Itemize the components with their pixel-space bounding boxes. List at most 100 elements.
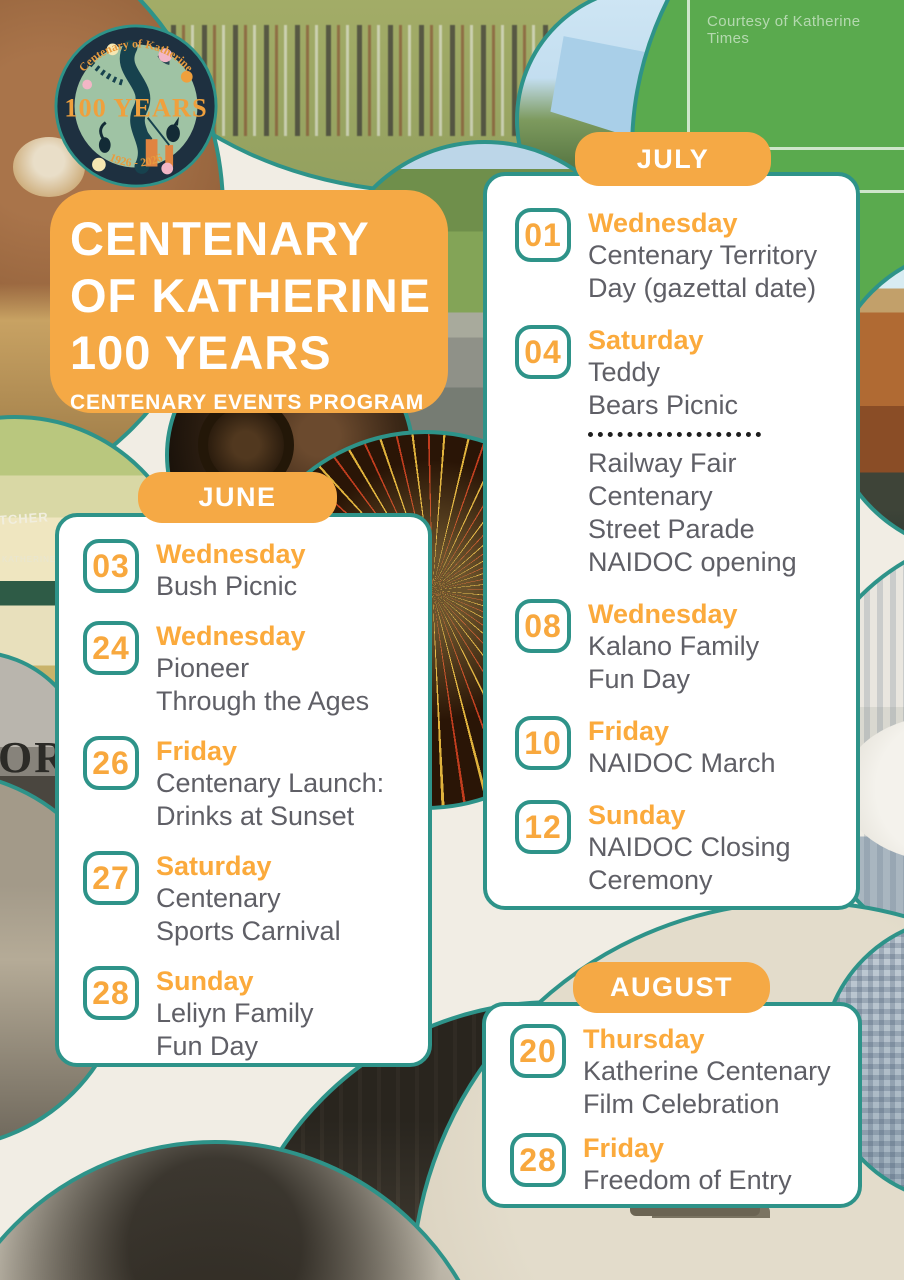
event-text: Wednesday Kalano Family Fun Day <box>588 599 759 696</box>
event-date-box: 28 <box>510 1133 566 1187</box>
logo-100-years: 100 YEARS <box>64 94 207 123</box>
event-title-line: Railway Fair <box>588 448 737 478</box>
june-events-card: 03 Wednesday Bush Picnic 24 Wednesday Pioneer… <box>55 513 432 1067</box>
dotted-divider <box>588 432 761 437</box>
event-row: 26 Friday Centenary Launch: Drinks at Sunse… <box>83 736 418 833</box>
event-text: Friday NAIDOC March <box>588 716 776 780</box>
event-title-line: Kalano Family <box>588 631 760 661</box>
title-subtitle: CENTENARY EVENTS PROGRAM <box>70 391 425 414</box>
title-line-2: OF KATHERINE <box>70 269 432 322</box>
event-title-line: NAIDOC opening <box>588 547 797 577</box>
butcher-shop-sign: TCHER <box>0 509 50 528</box>
flower-motif <box>106 43 119 56</box>
event-date-box: 01 <box>515 208 571 262</box>
event-day-label: Saturday <box>156 851 272 881</box>
event-title-line: Teddy <box>588 357 661 387</box>
event-date-box: 12 <box>515 800 571 854</box>
event-text: Saturday Teddy Bears Picnic Railway Fair Cen… <box>588 325 797 579</box>
title-line-3: 100 YEARS <box>70 326 332 379</box>
event-date-number: 28 <box>92 974 130 1011</box>
bridge-pylon-2 <box>165 145 174 167</box>
katherine-ice-sign: KATHERINE ICE <box>2 555 76 564</box>
event-date-number: 24 <box>92 629 130 666</box>
event-text: Wednesday Pioneer Through the Ages <box>156 621 369 718</box>
event-title-line: Bears Picnic <box>588 390 739 420</box>
event-date-number: 10 <box>524 724 562 761</box>
june-events-list: 03 Wednesday Bush Picnic 24 Wednesday Pioneer… <box>83 539 418 1063</box>
july-events-list: 01 Wednesday Centenary Territory Day (gazet… <box>515 208 846 897</box>
flower-motif <box>180 70 193 83</box>
event-day-label: Thursday <box>583 1024 705 1054</box>
event-title-line: Street Parade <box>588 514 755 544</box>
courtesy-watermark: Courtesy of Katherine Times <box>707 13 861 47</box>
event-row: 27 Saturday Centenary Sports Carnival <box>83 851 418 948</box>
event-title-line: Bush Picnic <box>156 571 298 601</box>
cockatoo-motif <box>166 124 180 143</box>
event-date-box: 24 <box>83 621 139 675</box>
event-date-number: 12 <box>524 808 562 845</box>
event-text: Thursday Katherine Centenary Film Celebrat… <box>583 1024 831 1121</box>
event-text: Sunday Leliyn Family Fun Day <box>156 966 314 1063</box>
event-row: 12 Sunday NAIDOC Closing Ceremony <box>515 800 846 897</box>
river-motif <box>119 40 153 174</box>
title-block: CENTENARY OF KATHERINE 100 YEARS CENTENA… <box>50 190 448 414</box>
railway-motif <box>89 60 124 86</box>
event-day-label: Wednesday <box>156 621 306 651</box>
event-date-number: 01 <box>524 216 562 253</box>
event-title-line: Drinks at Sunset <box>156 801 355 831</box>
event-title-line: Centenary <box>156 883 281 913</box>
event-text: Wednesday Centenary Territory Day (gazetta… <box>588 208 817 305</box>
july-month-header: JULY <box>575 132 771 186</box>
event-text: Friday Freedom of Entry <box>583 1133 792 1197</box>
event-day-label: Sunday <box>156 966 254 996</box>
event-title-line: Through the Ages <box>156 686 370 716</box>
event-date-box: 20 <box>510 1024 566 1078</box>
event-text: Saturday Centenary Sports Carnival <box>156 851 341 948</box>
event-day-label: Saturday <box>588 325 704 355</box>
flower-motif <box>158 48 173 63</box>
event-day-label: Wednesday <box>588 599 738 629</box>
event-row: 01 Wednesday Centenary Territory Day (gazet… <box>515 208 846 305</box>
event-title-line: NAIDOC March <box>588 748 776 778</box>
event-title-line: Centenary <box>588 481 713 511</box>
event-title-line: Leliyn Family <box>156 998 314 1028</box>
bird-motif <box>98 137 111 153</box>
bridge-pylon <box>145 139 158 167</box>
event-date-number: 03 <box>92 547 130 584</box>
event-date-number: 26 <box>92 744 130 781</box>
event-date-number: 20 <box>519 1032 557 1069</box>
event-title-line: Fun Day <box>588 664 691 694</box>
event-date-box: 04 <box>515 325 571 379</box>
event-date-box: 26 <box>83 736 139 790</box>
flower-motif <box>82 79 93 90</box>
event-day-label: Wednesday <box>156 539 306 569</box>
event-row: 10 Friday NAIDOC March <box>515 716 846 780</box>
centenary-logo-badge: Centenary of Katherine 1926 - 2026 100 Y… <box>54 24 218 188</box>
event-row: 03 Wednesday Bush Picnic <box>83 539 418 603</box>
event-row: 24 Wednesday Pioneer Through the Ages <box>83 621 418 718</box>
august-events-card: 20 Thursday Katherine Centenary Film Celebr… <box>482 1002 862 1208</box>
event-day-label: Friday <box>588 716 670 746</box>
logo-svg: Centenary of Katherine 1926 - 2026 100 Y… <box>54 24 218 188</box>
event-day-label: Wednesday <box>588 208 738 238</box>
event-row: 20 Thursday Katherine Centenary Film Celebr… <box>510 1024 848 1121</box>
event-row: 04 Saturday Teddy Bears Picnic Railway Fair C… <box>515 325 846 579</box>
event-title-line: Katherine Centenary <box>583 1056 831 1086</box>
event-title-line: Fun Day <box>156 1031 259 1061</box>
event-date-box: 08 <box>515 599 571 653</box>
june-month-header: JUNE <box>138 472 337 523</box>
event-text: Sunday NAIDOC Closing Ceremony <box>588 800 791 897</box>
event-row: 08 Wednesday Kalano Family Fun Day <box>515 599 846 696</box>
flower-motif <box>92 157 106 172</box>
event-date-box: 27 <box>83 851 139 905</box>
flower-motif <box>161 162 174 175</box>
july-events-card: 01 Wednesday Centenary Territory Day (gazet… <box>483 172 860 910</box>
event-title-line: Centenary Launch: <box>156 768 385 798</box>
event-row: 28 Sunday Leliyn Family Fun Day <box>83 966 418 1063</box>
event-title-line: Ceremony <box>588 865 713 895</box>
event-day-label: Sunday <box>588 800 686 830</box>
event-title-line: Day (gazettal date) <box>588 273 817 303</box>
event-date-number: 04 <box>524 333 562 370</box>
logo-years-text: 1926 - 2026 <box>107 151 164 170</box>
event-title-line: Sports Carnival <box>156 916 341 946</box>
